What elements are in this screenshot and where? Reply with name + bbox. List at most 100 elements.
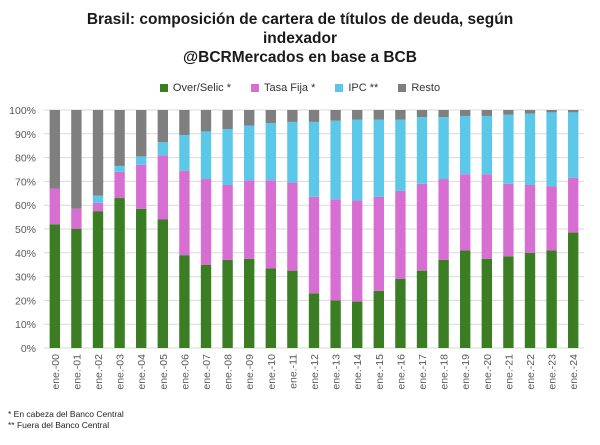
- bar-segment: [244, 125, 255, 181]
- bar-segment: [352, 301, 363, 348]
- bar-segment: [265, 110, 276, 124]
- bar-segment: [438, 259, 449, 348]
- x-tick-label: ene.-09: [244, 354, 256, 390]
- x-tick-label: ene.-16: [395, 354, 407, 390]
- y-tick-label: 90%: [15, 129, 36, 141]
- bar-segment: [92, 211, 104, 348]
- bar-segment: [481, 258, 492, 348]
- title-line-3: @BCRMercados en base a BCB: [183, 49, 417, 66]
- y-tick-label: 50%: [15, 224, 36, 236]
- x-tick-label: ene.-12: [309, 354, 321, 390]
- x-tick-label: ene.-02: [93, 354, 105, 390]
- bar-segment: [568, 110, 579, 113]
- x-tick-label: ene.-01: [71, 354, 83, 390]
- bar-segment: [265, 123, 276, 181]
- bar-segment: [524, 113, 536, 185]
- footnote-1: * En cabeza del Banco Central: [8, 409, 124, 419]
- bar-segment: [200, 110, 212, 132]
- bar-segment: [438, 179, 449, 260]
- bar-segment: [92, 202, 104, 212]
- bar-segment: [395, 278, 406, 348]
- bar-segment: [222, 259, 233, 348]
- x-tick-label: ene.-07: [201, 354, 213, 390]
- bar-segment: [481, 115, 492, 175]
- bar-segment: [244, 110, 255, 126]
- bar-segment: [222, 129, 233, 185]
- x-tick-label: ene.-21: [503, 354, 515, 390]
- y-tick-label: 0%: [21, 343, 36, 355]
- bar-segment: [481, 174, 492, 259]
- bar-segment: [49, 188, 60, 225]
- legend-item-resto: Resto: [398, 82, 440, 94]
- legend-label-over-selic: Over/Selic *: [172, 82, 231, 94]
- x-tick-label: ene.-06: [179, 354, 191, 390]
- legend-item-over-selic: Over/Selic *: [159, 82, 231, 94]
- bar-segment: [460, 115, 471, 175]
- bar-segment: [330, 120, 341, 200]
- bar-segment: [308, 196, 320, 294]
- bar-segment: [416, 270, 428, 348]
- bar-segment: [308, 293, 320, 348]
- bar-segment: [395, 119, 406, 191]
- bar-segment: [244, 180, 255, 259]
- title-line-2: indexador: [262, 30, 338, 47]
- x-tick-label: ene.-18: [439, 354, 451, 390]
- bar-segment: [49, 224, 60, 348]
- bar-segment: [71, 110, 82, 209]
- legend-label-ipc: IPC **: [348, 82, 379, 94]
- footnotes: * En cabeza del Banco Central ** Fuera d…: [8, 409, 124, 431]
- bar-segment: [179, 110, 190, 135]
- bar-segment: [416, 117, 428, 184]
- bar-segment: [200, 264, 212, 348]
- x-tick-label: ene.-10: [266, 354, 278, 390]
- bar-segment: [179, 134, 190, 171]
- bar-segment: [114, 165, 125, 172]
- bar-segment: [157, 110, 168, 143]
- footnote-2: ** Fuera del Banco Central: [8, 420, 110, 430]
- x-tick-label: ene.-19: [460, 354, 472, 390]
- x-tick-label: ene.-04: [136, 354, 148, 390]
- bar-segment: [568, 112, 579, 178]
- x-tick-label: ene.-24: [568, 354, 580, 390]
- bar-segment: [524, 184, 536, 253]
- y-tick-label: 100%: [9, 105, 36, 117]
- bar-segment: [373, 119, 384, 197]
- x-tick-label: ene.-03: [115, 354, 127, 390]
- bar-segment: [568, 177, 579, 233]
- bar-segment: [352, 200, 363, 302]
- bar-segment: [157, 219, 168, 348]
- bar-segment: [330, 300, 341, 348]
- bar-segment: [287, 182, 298, 271]
- x-tick-label: ene.-23: [547, 354, 559, 390]
- y-tick-label: 20%: [15, 295, 36, 307]
- bar-segment: [460, 174, 471, 251]
- bar-segment: [546, 250, 557, 348]
- bar-segment: [136, 156, 147, 165]
- legend-swatch-resto: [398, 84, 407, 92]
- bar-segment: [92, 110, 104, 196]
- bar-segment: [503, 114, 514, 184]
- bar-segment: [136, 164, 147, 209]
- bar-segment: [503, 256, 514, 348]
- bar-segment: [503, 110, 514, 115]
- bar-segment: [460, 250, 471, 348]
- legend-item-tasa-fija: Tasa Fija *: [251, 82, 315, 94]
- x-tick-label: ene.-13: [331, 354, 343, 390]
- bar-segment: [481, 110, 492, 116]
- bar-segment: [71, 208, 82, 229]
- bar-segment: [568, 232, 579, 348]
- bar-segment: [373, 196, 384, 291]
- bar-segment: [179, 170, 190, 256]
- bar-segment: [395, 110, 406, 120]
- bar-segment: [546, 110, 557, 113]
- x-tick-label: ene.-14: [352, 354, 364, 390]
- chart-title: Brasil: composición de cartera de título…: [0, 10, 600, 67]
- bar-segment: [114, 110, 125, 166]
- bar-segment: [179, 255, 190, 348]
- y-tick-label: 40%: [15, 248, 36, 260]
- bar-segment: [308, 110, 320, 122]
- x-tick-label: ene.-11: [287, 354, 299, 389]
- x-tick-label: ene.-15: [374, 354, 386, 390]
- y-tick-label: 10%: [15, 319, 36, 331]
